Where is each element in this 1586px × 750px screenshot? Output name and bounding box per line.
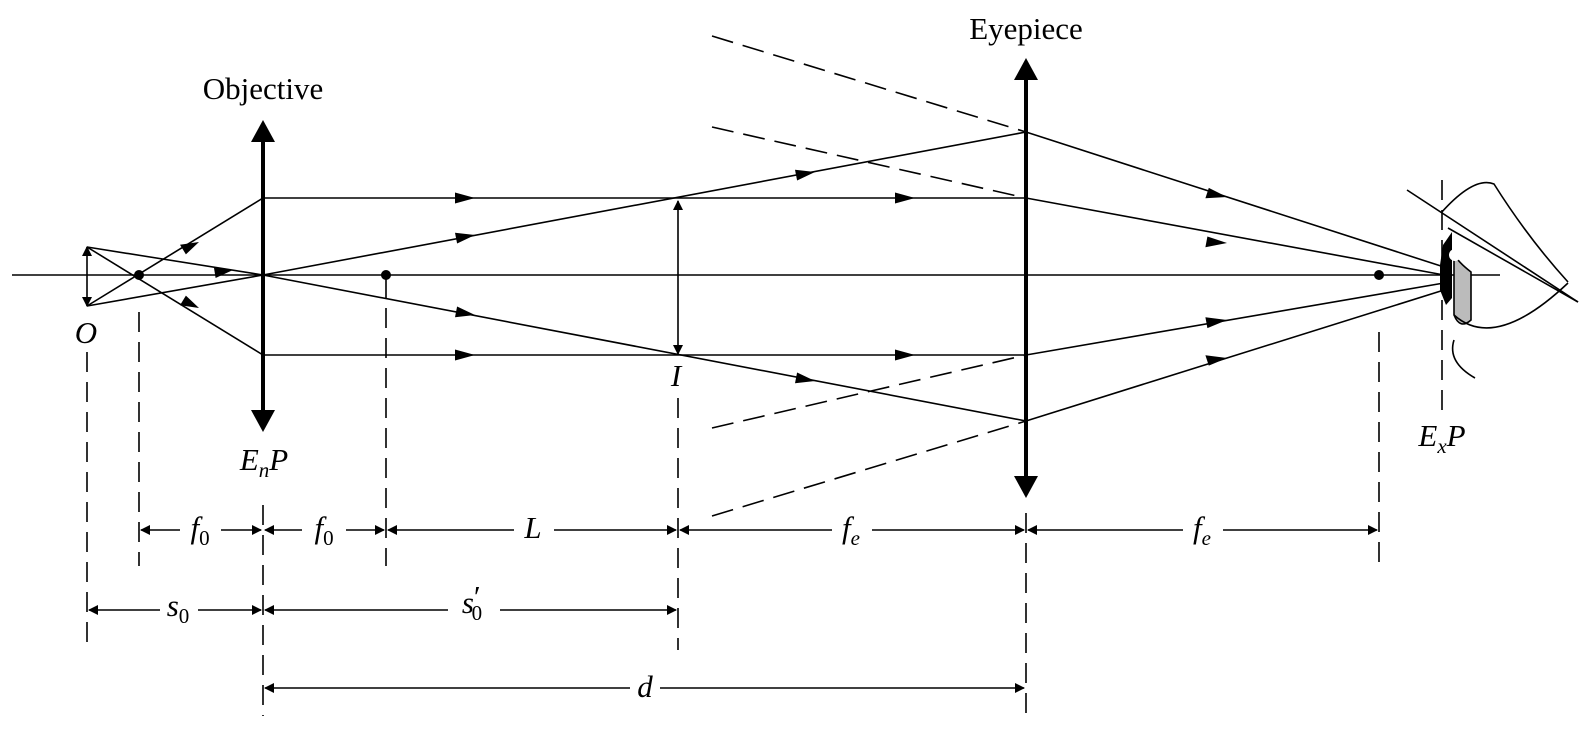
objective-back-focus [381,270,391,280]
f0-right-label: f0 [314,510,333,550]
entrance-pupil-label: EnP [239,442,288,482]
ray-arrowhead [180,242,199,255]
d-label: d [637,669,653,704]
f0-left-label: f0 [190,510,209,550]
objective-label: Objective [203,71,324,106]
s0-label: s0 [167,588,190,628]
exit-rays [1025,131,1445,422]
fe-left-label: fe [842,510,860,550]
L-label: L [523,510,541,545]
exit-arrowheads [1205,187,1227,366]
eyepiece-back-focus [1374,270,1384,280]
ray-arrowhead [213,266,233,278]
object-label: O [75,315,97,350]
eye-icon [1406,181,1579,379]
ray-arrowhead [180,295,199,308]
image-label: I [670,358,683,393]
intermediate-rays [262,131,1027,422]
eyepiece-lens [1014,58,1038,498]
virtual-ray-extensions [711,35,1027,517]
object-rays [86,197,264,356]
reference-lines [86,180,1443,722]
fe-right-label: fe [1193,510,1211,550]
s0-prime-label: s′0 [462,579,482,625]
eyepiece-label: Eyepiece [969,11,1083,46]
exit-pupil-label: ExP [1417,418,1465,458]
intermediate-arrowheads [455,169,915,384]
